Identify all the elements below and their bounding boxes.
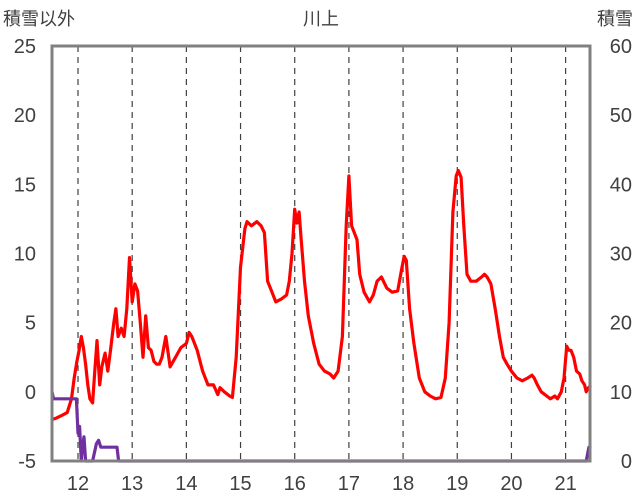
- x-tick-label: 21: [554, 473, 576, 495]
- series-line-main: [50, 168, 592, 422]
- x-tick-label: 15: [229, 473, 251, 495]
- right-axis-label: 積雪: [597, 9, 633, 30]
- y-left-tick-label: 0: [25, 382, 36, 404]
- y-right-tick-label: 50: [610, 105, 632, 127]
- y-left-tick-label: -5: [18, 451, 36, 473]
- y-right-tick-label: 30: [610, 244, 632, 266]
- right-axis-ticks: 0 10 20 30 40 50 60: [610, 36, 632, 473]
- y-right-tick-label: 0: [621, 451, 632, 473]
- y-right-tick-label: 60: [610, 36, 632, 58]
- y-left-tick-label: 20: [14, 105, 36, 127]
- x-axis-ticks: 12 13 14 15 16 17 18 19 20 21: [67, 473, 577, 495]
- left-axis-ticks: -5 0 5 10 15 20 25: [14, 36, 36, 473]
- y-right-tick-label: 40: [610, 174, 632, 196]
- x-tick-label: 13: [121, 473, 143, 495]
- x-tick-label: 16: [284, 473, 306, 495]
- left-axis-label: 積雪以外: [3, 9, 75, 30]
- x-tick-label: 14: [175, 473, 197, 495]
- x-tick-label: 18: [392, 473, 414, 495]
- x-tick-label: 20: [500, 473, 522, 495]
- y-left-tick-label: 25: [14, 36, 36, 58]
- y-left-tick-label: 10: [14, 244, 36, 266]
- y-right-tick-label: 10: [610, 382, 632, 404]
- gridlines: [77, 46, 567, 461]
- y-right-tick-label: 20: [610, 313, 632, 335]
- plot-frame: [50, 44, 592, 463]
- chart-title: 川上: [303, 9, 339, 30]
- x-tick-label: 17: [338, 473, 360, 495]
- y-left-tick-label: 5: [25, 313, 36, 335]
- x-tick-label: 19: [446, 473, 468, 495]
- y-left-tick-label: 15: [14, 174, 36, 196]
- x-tick-label: 12: [67, 473, 89, 495]
